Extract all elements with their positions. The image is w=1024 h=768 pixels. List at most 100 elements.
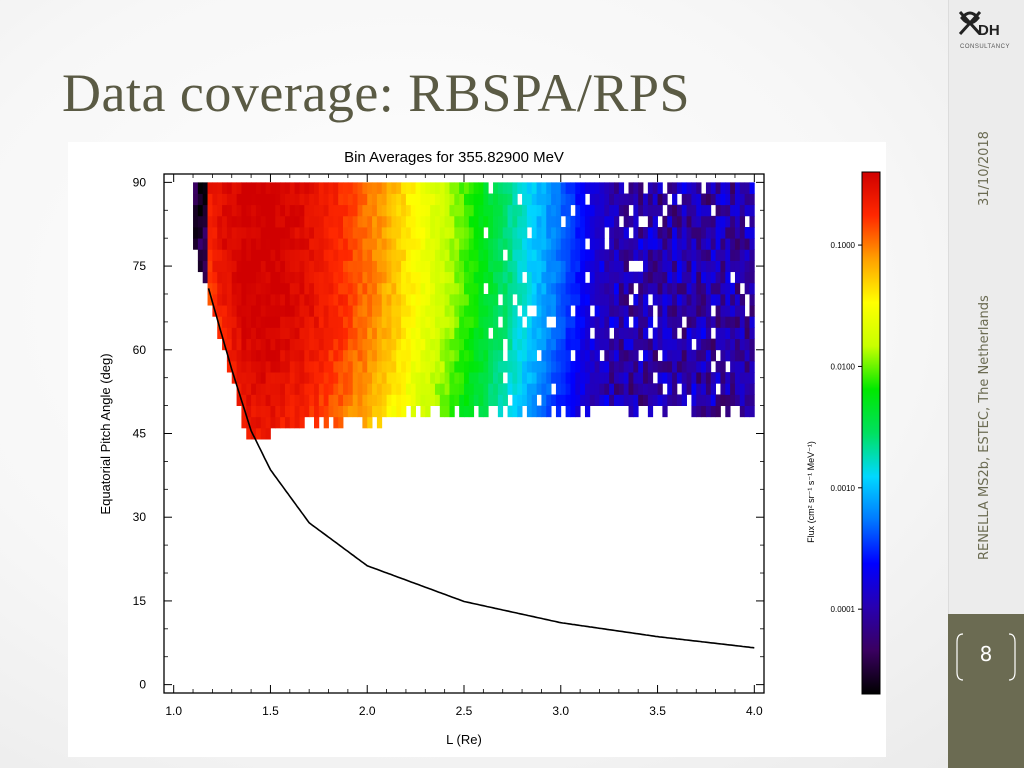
heatmap-cell (454, 282, 460, 295)
heatmap-cell (691, 182, 697, 194)
heatmap-cell (546, 238, 552, 250)
heatmap-cell (246, 349, 252, 362)
heatmap-cell (570, 238, 576, 250)
heatmap-cell (676, 182, 683, 194)
heatmap-cell (536, 316, 542, 328)
heatmap-cell (468, 260, 475, 273)
heatmap-cell (439, 238, 446, 250)
heatmap-cell (275, 182, 281, 194)
heatmap-cell (425, 316, 431, 328)
heatmap-cell (241, 193, 247, 206)
y-tick-label: 0 (139, 678, 146, 692)
heatmap-cell (255, 349, 262, 362)
heatmap-cell (352, 305, 358, 317)
heatmap-cell (594, 238, 600, 250)
heatmap-cell (284, 227, 291, 239)
heatmap-cell (318, 249, 325, 261)
heatmap-cell (372, 271, 378, 284)
heatmap-cell (318, 293, 325, 306)
heatmap-cell (425, 349, 431, 362)
heatmap-cell (647, 193, 654, 206)
heatmap-cell (546, 383, 552, 395)
heatmap-cell (425, 338, 431, 351)
heatmap-cell (686, 215, 692, 228)
heatmap-cell (357, 182, 363, 194)
heatmap-cell (255, 227, 262, 239)
heatmap-cell (459, 282, 465, 295)
heatmap-cell (251, 215, 257, 228)
heatmap-cell (231, 338, 237, 351)
heatmap-cell (710, 215, 717, 228)
heatmap-cell (405, 282, 412, 295)
heatmap-cell (541, 327, 547, 340)
heatmap-cell (386, 338, 392, 351)
heatmap-cell (289, 238, 296, 250)
heatmap-cell (546, 193, 552, 206)
heatmap-cell (526, 282, 533, 295)
heatmap-cell (459, 238, 465, 250)
heatmap-cell (294, 416, 300, 429)
heatmap-cell (362, 338, 368, 351)
heatmap-cell (270, 227, 276, 239)
heatmap-cell (478, 372, 484, 384)
heatmap-cell (347, 215, 354, 228)
heatmap-cell (439, 394, 446, 406)
heatmap-cell (614, 238, 620, 250)
heatmap-cell (633, 405, 639, 418)
heatmap-cell (497, 338, 504, 351)
heatmap-cell (381, 293, 387, 306)
heatmap-cell (560, 293, 567, 306)
heatmap-cell (662, 316, 668, 328)
heatmap-cell (614, 360, 620, 373)
heatmap-cell (289, 360, 296, 373)
heatmap-cell (609, 249, 615, 261)
heatmap-cell (449, 372, 455, 384)
heatmap-cell (686, 260, 692, 273)
heatmap-cell (376, 360, 383, 373)
heatmap-cell (343, 227, 349, 239)
heatmap-cell (251, 249, 257, 261)
heatmap-cell (318, 227, 325, 239)
heatmap-cell (715, 293, 721, 306)
heatmap-cell (507, 260, 513, 273)
heatmap-cell (497, 360, 504, 373)
heatmap-cell (430, 372, 436, 384)
heatmap-cell (618, 383, 625, 395)
heatmap-cell (294, 271, 300, 284)
colorbar-tick-label: 0.0001 (831, 605, 856, 614)
heatmap-cell (628, 383, 634, 395)
heatmap-cell (681, 394, 687, 406)
heatmap-cell (367, 282, 373, 295)
heatmap-cell (434, 227, 441, 239)
heatmap-cell (531, 282, 537, 295)
heatmap-cell (454, 215, 460, 228)
heatmap-cell (643, 227, 649, 239)
heatmap-cell (623, 327, 629, 340)
heatmap-cell (488, 260, 494, 273)
heatmap-cell (459, 260, 465, 273)
heatmap-cell (231, 204, 237, 217)
heatmap-cell (430, 360, 436, 373)
heatmap-cell (517, 327, 523, 340)
heatmap-cell (672, 238, 678, 250)
heatmap-cell (401, 349, 407, 362)
heatmap-cell (657, 360, 663, 373)
heatmap-cell (289, 282, 296, 295)
heatmap-cell (497, 193, 504, 206)
heatmap-cell (376, 260, 383, 273)
heatmap-cell (454, 238, 460, 250)
heatmap-cell (488, 215, 494, 228)
heatmap-cell (725, 271, 731, 284)
heatmap-cell (314, 372, 320, 384)
heatmap-cell (517, 227, 523, 239)
heatmap-cell (672, 260, 678, 273)
heatmap-cell (396, 338, 402, 351)
heatmap-cell (483, 193, 489, 206)
heatmap-cell (275, 238, 281, 250)
heatmap-cell (701, 372, 707, 384)
heatmap-cell (333, 282, 339, 295)
heatmap-cell (318, 338, 325, 351)
heatmap-cell (652, 193, 658, 206)
heatmap-cell (468, 360, 475, 373)
heatmap-cell (289, 338, 296, 351)
